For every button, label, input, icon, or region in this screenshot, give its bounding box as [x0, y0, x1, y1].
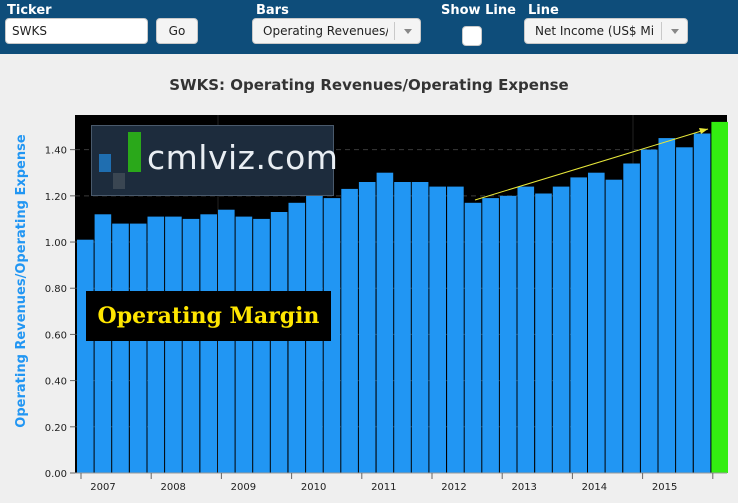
logo-green-square [128, 132, 141, 172]
bar-highlight [711, 121, 728, 474]
x-tick-label: 2008 [160, 482, 185, 493]
x-tick-label: 2011 [371, 482, 396, 493]
bar [658, 138, 676, 473]
trend-arrow [474, 128, 709, 201]
operating-margin-label: Operating Margin [86, 291, 331, 341]
bar [165, 216, 182, 473]
chevron-down-icon [394, 22, 420, 40]
bars [77, 121, 728, 474]
bars-label: Bars [256, 3, 289, 18]
bar [94, 214, 112, 474]
x-tick-label: 2010 [301, 482, 326, 493]
ticker-label: Ticker [7, 3, 52, 18]
bar [77, 239, 94, 473]
bar [517, 186, 535, 473]
bar [429, 186, 446, 473]
y-ticks: 0.00 0.20 0.40 0.60 0.80 1.00 1.20 1.40 [45, 146, 75, 480]
bars-select[interactable]: Operating Revenues/Operating Expense [252, 18, 421, 44]
trend-arrow-head [699, 128, 708, 134]
bar [640, 149, 658, 473]
cmlviz-logo: cmlviz.com [91, 125, 338, 196]
bar [605, 179, 623, 473]
y-tick-label: 1.40 [45, 146, 67, 157]
show-line-checkbox[interactable] [462, 26, 482, 46]
bar [464, 202, 482, 474]
bar [482, 198, 499, 473]
bar [112, 223, 129, 473]
y-tick-label: 0.20 [45, 423, 67, 434]
x-tick-label: 2012 [441, 482, 466, 493]
y-tick-label: 0.60 [45, 330, 67, 341]
logo-gray-square [113, 173, 125, 189]
bar [218, 209, 235, 473]
show-line-label: Show Line [441, 3, 516, 18]
bar [182, 218, 200, 473]
toolbar: Ticker SWKS Go Bars Operating Revenues/O… [0, 0, 738, 54]
bar [411, 182, 429, 473]
bar [323, 198, 341, 473]
y-tick-label: 0.40 [45, 377, 67, 388]
y-tick-label: 1.20 [45, 192, 67, 203]
x-tick-label: 2013 [511, 482, 536, 493]
y-tick-label: 1.00 [45, 238, 67, 249]
x-tick-label: 2007 [90, 482, 115, 493]
bar [200, 214, 217, 474]
bar [341, 188, 358, 473]
bar [358, 182, 376, 473]
bars-select-value: Operating Revenues/Operating Expense [263, 24, 388, 38]
chevron-down-icon [661, 22, 687, 40]
bar [623, 163, 640, 473]
bar [535, 193, 552, 473]
bar [570, 177, 587, 473]
bar [693, 133, 711, 473]
bar [270, 212, 288, 473]
line-select[interactable]: Net Income (US$ Millions) [524, 18, 688, 44]
bar [588, 172, 605, 473]
line-label: Line [528, 3, 559, 18]
go-button[interactable]: Go [156, 18, 198, 44]
bar [447, 186, 464, 473]
bar [552, 186, 570, 473]
bar [253, 218, 270, 473]
bar [376, 172, 394, 473]
logo-text: cmlviz.com [147, 138, 339, 177]
x-ticks: 2007 2008 2009 2010 2011 2012 2013 2014 2015 [75, 472, 727, 493]
ticker-input[interactable]: SWKS [5, 18, 148, 44]
bar [147, 216, 165, 473]
chart-title: SWKS: Operating Revenues/Operating Expen… [169, 76, 569, 94]
bar [499, 195, 517, 474]
logo-blue-square [99, 154, 111, 172]
bar [129, 223, 147, 473]
y-tick-label: 0.00 [45, 469, 67, 480]
line-select-value: Net Income (US$ Millions) [535, 24, 655, 38]
bar [394, 182, 411, 473]
x-tick-label: 2015 [652, 482, 677, 493]
x-tick-label: 2014 [582, 482, 607, 493]
bar [676, 147, 693, 474]
x-tick-label: 2009 [231, 482, 256, 493]
bar [235, 216, 253, 473]
y-tick-label: 0.80 [45, 284, 67, 295]
